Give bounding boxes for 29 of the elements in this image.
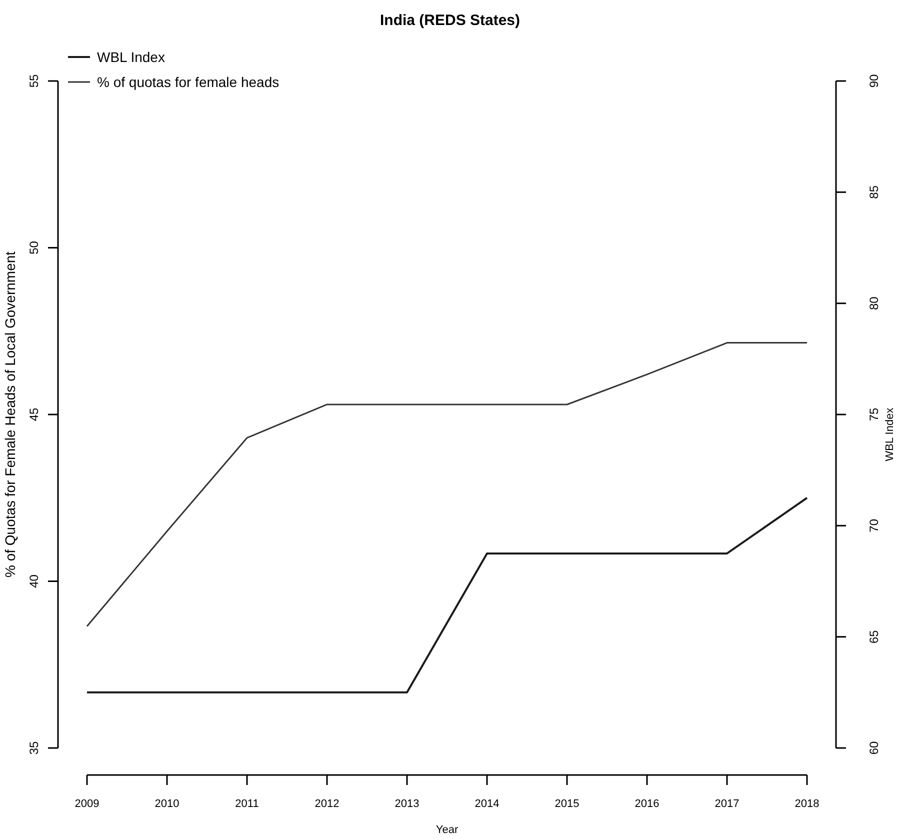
x-axis-title: Year xyxy=(436,824,458,836)
line-series xyxy=(86,342,808,628)
x-tick-label: 2018 xyxy=(794,798,820,810)
x-tick-label: 2017 xyxy=(714,798,740,810)
y-axis-title: % of Quotas for Female Heads of Local Government xyxy=(2,251,18,578)
x-tick-label: 2014 xyxy=(474,798,500,810)
y-tick-label: 55 xyxy=(27,74,42,88)
y2-tick-label: 80 xyxy=(867,296,882,310)
y2-tick-label: 70 xyxy=(867,518,882,532)
x-tick-label: 2015 xyxy=(554,798,580,810)
x-tick-label: 2012 xyxy=(314,798,340,810)
x-tick-label: 2013 xyxy=(394,798,420,810)
y2-tick-label: 60 xyxy=(867,741,882,755)
y-tick-label: 35 xyxy=(27,741,42,755)
chart-title: India (REDS States) xyxy=(380,12,520,29)
legend-label: WBL Index xyxy=(97,48,165,65)
y2-tick-label: 65 xyxy=(867,630,882,644)
y2-tick-label: 75 xyxy=(867,408,882,422)
y-tick-label: 45 xyxy=(27,408,42,422)
y2-tick-label: 85 xyxy=(867,185,882,199)
y-tick-label: 40 xyxy=(27,574,42,588)
y-tick-label: 50 xyxy=(27,240,42,254)
x-tick-label: 2010 xyxy=(154,798,180,810)
y2-axis-title: WBL Index xyxy=(884,407,896,462)
x-tick-label: 2016 xyxy=(634,798,660,810)
y2-tick-label: 90 xyxy=(867,74,882,88)
x-tick-label: 2011 xyxy=(235,798,259,810)
x-tick-label: 2009 xyxy=(74,798,100,810)
legend-label: % of quotas for female heads xyxy=(97,74,280,90)
